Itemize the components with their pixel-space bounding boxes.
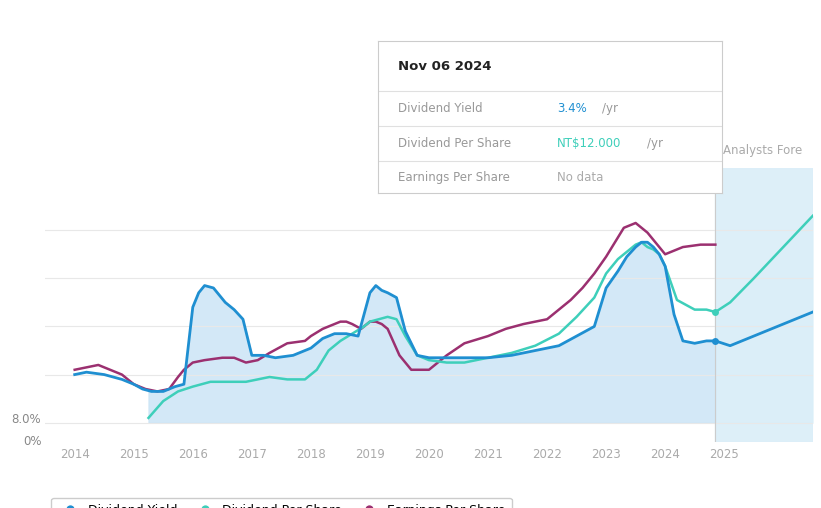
Text: Earnings Per Share: Earnings Per Share — [398, 171, 510, 183]
Text: 8.0%: 8.0% — [11, 413, 41, 426]
Text: 3.4%: 3.4% — [557, 102, 587, 115]
Text: Nov 06 2024: Nov 06 2024 — [398, 60, 492, 73]
Text: Dividend Yield: Dividend Yield — [398, 102, 483, 115]
Text: /yr: /yr — [602, 102, 617, 115]
Text: Past: Past — [683, 144, 708, 156]
Text: /yr: /yr — [647, 137, 663, 150]
Text: Dividend Per Share: Dividend Per Share — [398, 137, 511, 150]
Legend: Dividend Yield, Dividend Per Share, Earnings Per Share: Dividend Yield, Dividend Per Share, Earn… — [52, 498, 511, 508]
Text: 0%: 0% — [23, 435, 41, 449]
Text: Analysts Fore: Analysts Fore — [723, 144, 802, 156]
Bar — [715, 168, 813, 442]
Text: No data: No data — [557, 171, 603, 183]
Text: NT$12.000: NT$12.000 — [557, 137, 621, 150]
